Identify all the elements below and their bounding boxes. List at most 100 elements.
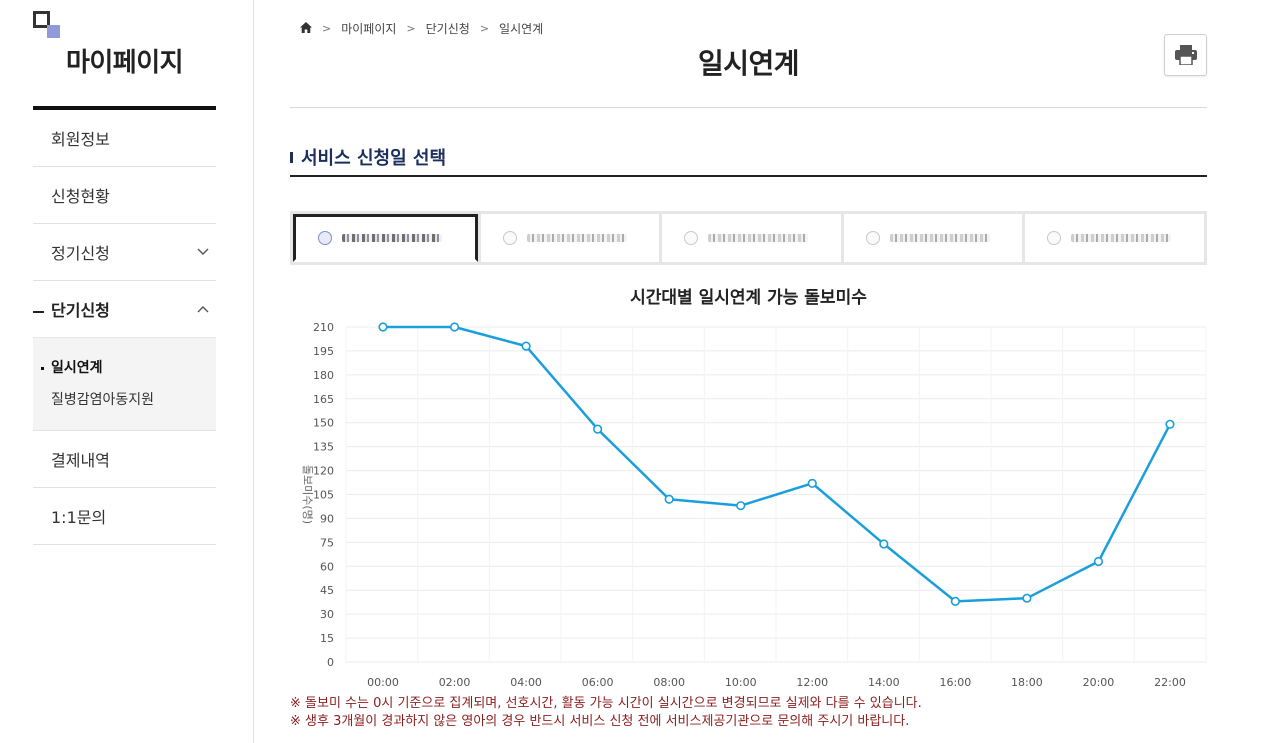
date-tab[interactable] — [1025, 214, 1204, 262]
date-tab[interactable] — [662, 214, 841, 262]
data-point — [378, 322, 388, 332]
data-point — [950, 596, 960, 606]
sidebar-item-payment-history[interactable]: 결제내역 — [33, 431, 216, 487]
minus-icon — [33, 310, 44, 313]
breadcrumb: > 마이페이지 > 단기신청 > 일시연계 — [300, 20, 543, 37]
submenu-item-infected-child-support[interactable]: 질병감염아동지원 — [51, 392, 155, 408]
sidebar-title: 마이페이지 — [65, 48, 184, 78]
date-tab[interactable] — [843, 214, 1023, 262]
section-title-text: 서비스 신청일 선택 — [301, 148, 447, 169]
print-button[interactable] — [1164, 34, 1207, 76]
radio-icon — [318, 231, 332, 245]
data-point — [593, 424, 603, 434]
data-point — [664, 494, 674, 504]
sidebar: 마이페이지 회원정보 신청현황 정기신청 단기신청 일시연계 질병감염아동지원 … — [0, 0, 254, 743]
section-bullet — [290, 151, 293, 163]
chart-title: 시간대별 일시연계 가능 돌보미수 — [630, 288, 867, 308]
y-tick-label: 0 — [327, 656, 334, 669]
title-divider — [290, 107, 1207, 108]
y-tick-label: 135 — [313, 441, 334, 454]
radio-icon — [865, 231, 880, 245]
sidebar-item-regular-application[interactable]: 정기신청 — [33, 224, 216, 280]
data-point — [521, 341, 531, 351]
y-axis-label: 돌보미수(명) — [301, 465, 314, 524]
print-icon — [1174, 45, 1197, 65]
y-tick-label: 45 — [320, 584, 334, 597]
series-line — [383, 325, 1172, 603]
sidebar-item-member-info[interactable]: 회원정보 — [33, 110, 216, 166]
y-tick-label: 165 — [313, 393, 334, 406]
y-tick-label: 30 — [320, 608, 334, 621]
redacted-date-text — [1071, 234, 1172, 242]
y-tick-label: 15 — [320, 632, 334, 645]
y-tick-label: 75 — [320, 536, 334, 549]
y-tick-label: 150 — [313, 417, 334, 430]
breadcrumb-item-current: 일시연계 — [499, 22, 544, 36]
sidebar-menu: 회원정보 신청현황 정기신청 단기신청 일시연계 질병감염아동지원 결제내역 1… — [33, 110, 216, 545]
data-point — [736, 501, 746, 511]
x-tick-label: 06:00 — [582, 676, 614, 689]
x-tick-label: 14:00 — [868, 676, 900, 689]
note-line: ※ 돌보미 수는 0시 기준으로 집계되며, 선호시간, 활동 가능 시간이 실… — [290, 696, 922, 711]
redacted-date-text — [526, 234, 627, 242]
redacted-date-text — [889, 234, 990, 242]
chevron-down-icon — [196, 245, 210, 259]
x-tick-label: 02:00 — [439, 676, 471, 689]
redacted-date-text — [708, 234, 809, 242]
sidebar-item-label: 결제내역 — [51, 451, 110, 470]
y-tick-label: 195 — [313, 345, 334, 358]
radio-icon — [502, 231, 517, 245]
date-tab[interactable] — [480, 214, 660, 262]
x-tick-label: 00:00 — [367, 676, 399, 689]
y-tick-label: 90 — [320, 512, 334, 525]
x-tick-label: 04:00 — [510, 676, 542, 689]
x-tick-label: 10:00 — [725, 676, 757, 689]
note-line: ※ 생후 3개월이 경과하지 않은 영아의 경우 반드시 서비스 신청 전에 서… — [290, 714, 910, 729]
submenu-item-temporary-link[interactable]: 일시연계 — [41, 352, 216, 384]
y-tick-label: 105 — [313, 489, 334, 502]
y-tick-label: 60 — [320, 560, 334, 573]
sidebar-item-label: 신청현황 — [51, 187, 110, 206]
breadcrumb-item[interactable]: 단기신청 — [425, 22, 470, 36]
sidebar-item-application-status[interactable]: 신청현황 — [33, 167, 216, 223]
page-title: 일시연계 — [697, 47, 800, 80]
home-icon[interactable] — [300, 21, 312, 36]
data-point — [1093, 556, 1104, 567]
y-tick-label: 120 — [313, 465, 334, 478]
y-tick-label: 210 — [313, 321, 334, 334]
section-divider — [290, 175, 1207, 177]
data-point — [1022, 593, 1032, 603]
section-title: 서비스 신청일 선택 — [290, 144, 446, 170]
sidebar-submenu: 일시연계 질병감염아동지원 — [33, 337, 216, 430]
data-point — [807, 478, 817, 488]
sidebar-item-short-term-application[interactable]: 단기신청 — [33, 281, 216, 337]
chevron-up-icon — [196, 302, 210, 316]
radio-icon — [684, 231, 699, 245]
data-point — [1165, 419, 1175, 429]
x-tick-label: 20:00 — [1083, 676, 1115, 689]
x-tick-label: 12:00 — [796, 676, 828, 689]
data-point — [879, 539, 889, 549]
x-tick-label: 18:00 — [1011, 676, 1043, 689]
line-chart: 0 15 30 45 60 75 90 105 120 135 150 165 180 195 210 00:… — [301, 321, 1207, 689]
radio-icon — [1047, 231, 1062, 245]
date-tabs — [290, 211, 1207, 265]
sidebar-item-label: 1:1문의 — [51, 508, 107, 527]
x-tick-label: 16:00 — [940, 676, 972, 689]
sidebar-item-label: 회원정보 — [51, 130, 110, 149]
x-tick-label: 08:00 — [653, 676, 685, 689]
sidebar-item-inquiry[interactable]: 1:1문의 — [33, 488, 216, 544]
sidebar-item-label: 단기신청 — [51, 301, 110, 320]
sidebar-item-label: 정기신청 — [51, 244, 110, 263]
notes: ※ 돌보미 수는 0시 기준으로 집계되며, 선호시간, 활동 가능 시간이 실… — [290, 695, 922, 731]
y-tick-label: 180 — [313, 369, 334, 382]
chevron-right-icon: > — [406, 22, 416, 35]
redacted-date-text — [342, 234, 442, 242]
date-tab[interactable] — [293, 214, 478, 262]
sidebar-divider — [33, 106, 216, 110]
x-tick-label: 22:00 — [1154, 676, 1186, 689]
chevron-right-icon: > — [479, 22, 490, 35]
data-point — [449, 322, 460, 332]
breadcrumb-item[interactable]: 마이페이지 — [341, 22, 397, 36]
mypage-logo-icon — [33, 11, 63, 41]
